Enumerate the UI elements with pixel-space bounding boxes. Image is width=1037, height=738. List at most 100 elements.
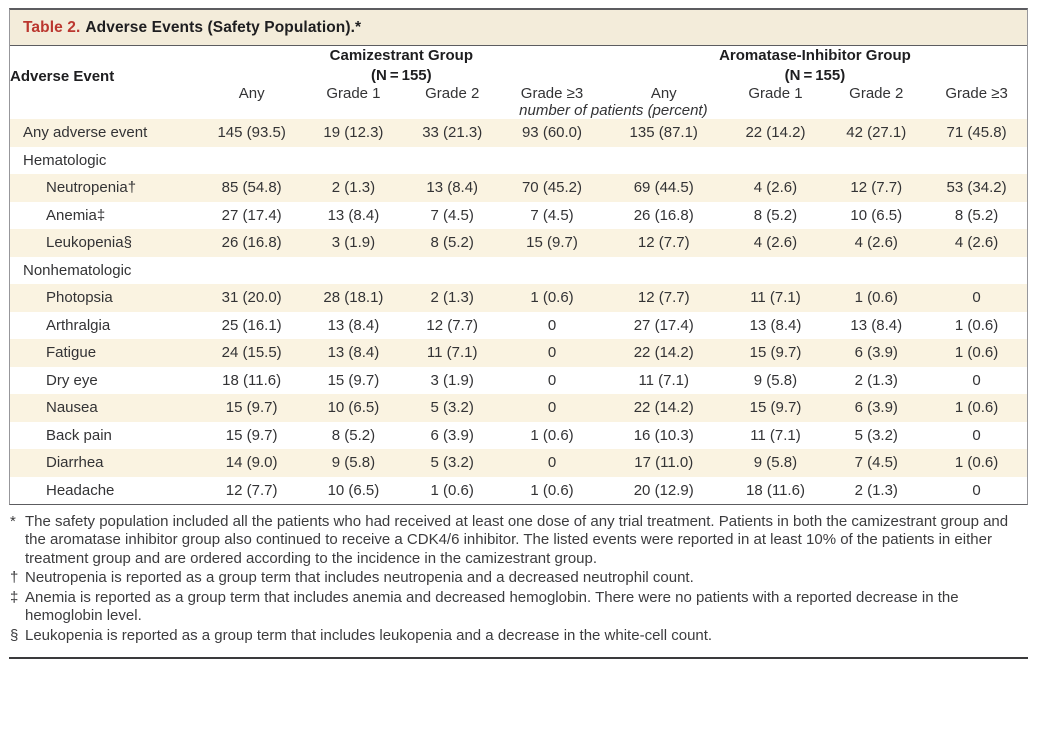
- table-cell: 15 (9.7): [749, 344, 802, 361]
- table-cell: 0: [547, 454, 557, 471]
- table-cell: 71 (45.8): [946, 124, 1007, 141]
- row-label: Anemia‡: [46, 206, 106, 224]
- table-cell: 8 (5.2): [331, 426, 376, 444]
- row-label: Hematologic: [23, 151, 107, 169]
- group-name: Aromatase-Inhibitor Group: [719, 47, 911, 64]
- table-cell: 4 (2.6): [954, 234, 999, 251]
- table-cell: 93 (60.0): [521, 124, 583, 141]
- column-header-adverse-event: Adverse Event: [10, 68, 115, 85]
- table-cell: 22 (14.2): [633, 344, 694, 361]
- table-cell: 18 (11.6): [222, 371, 282, 389]
- bottom-rule: [9, 657, 1028, 660]
- table-cell: 6 (3.9): [854, 344, 898, 361]
- table-cell: 0: [972, 289, 981, 306]
- table-cell: 7 (4.5): [854, 454, 898, 471]
- grade-column-header: Grade 2: [849, 85, 904, 102]
- table-cell: [603, 147, 725, 175]
- table-cell: 5 (3.2): [854, 426, 898, 444]
- table-cell: 1 (0.6): [954, 316, 999, 334]
- footnote-symbol: †: [10, 569, 19, 587]
- row-label: Neutropenia†: [46, 179, 137, 196]
- table-cell: 33 (21.3): [422, 124, 483, 141]
- empty-cell: [10, 85, 200, 102]
- table-title-bar: Table 2. Adverse Events (Safety Populatio…: [10, 10, 1027, 46]
- table-cell: 16 (10.3): [633, 426, 694, 444]
- row-label: Nausea: [46, 399, 98, 416]
- table-cell: 6 (3.9): [430, 426, 474, 444]
- table-cell: 3 (1.9): [430, 371, 474, 389]
- table-cell: 8 (5.2): [430, 234, 474, 251]
- table-row: Anemia‡ 27 (17.4) 13 (8.4) 7 (4.5) 7 (4.5) 26…: [10, 202, 1027, 230]
- footnote-symbol: ‡: [10, 588, 19, 606]
- table-cell: 1 (0.6): [854, 289, 898, 306]
- table-cell: 18 (11.6): [746, 481, 805, 499]
- table-cell: [826, 147, 926, 175]
- table-cell: 1 (0.6): [954, 344, 999, 361]
- grade-column-header: Any: [650, 85, 677, 102]
- grade-header-row: Any Grade 1 Grade 2 Grade ≥3 Any Grade 1 Grade…: [10, 85, 1027, 102]
- adverse-events-table: Adverse Event Camizestrant Group (N = 15…: [10, 46, 1027, 504]
- table-cell: [501, 147, 603, 175]
- table-cell: [926, 257, 1027, 285]
- units-row: number of patients (percent): [10, 102, 1027, 119]
- table-row: Arthralgia 25 (16.1) 13 (8.4) 12 (7.7) 0 27 (…: [10, 312, 1027, 340]
- table-cell: 15 (9.7): [327, 371, 380, 389]
- table-cell: 15 (9.7): [225, 426, 278, 444]
- table-cell: 20 (12.9): [633, 481, 694, 499]
- table-cell: 12 (7.7): [850, 179, 903, 196]
- table-cell: 13 (8.4): [327, 206, 380, 224]
- table-cell: 4 (2.6): [753, 179, 798, 196]
- table-cell: 53 (34.2): [946, 179, 1007, 196]
- grade-column-header: Grade ≥3: [945, 85, 1008, 102]
- table-cell: [200, 147, 304, 175]
- table-cell: 0: [547, 399, 557, 416]
- grade-column-header: Any: [238, 85, 265, 102]
- table-cell: 27 (17.4): [221, 206, 282, 224]
- group-header-camizestrant: Camizestrant Group (N = 155): [200, 46, 603, 85]
- table-cell: 14 (9.0): [225, 454, 278, 471]
- table-cell: 2 (1.3): [430, 289, 474, 306]
- row-label: Fatigue: [46, 344, 97, 361]
- table-cell: 9 (5.8): [331, 454, 376, 471]
- table-title-text: Adverse Events (Safety Population).*: [85, 19, 362, 36]
- table-cell: [200, 257, 304, 285]
- table-cell: 4 (2.6): [854, 234, 898, 251]
- table-cell: 0: [972, 371, 981, 389]
- footnote-text: The safety population included all the p…: [25, 513, 1009, 567]
- table-cell: 5 (3.2): [430, 454, 474, 471]
- table-cell: 11 (7.1): [750, 289, 801, 306]
- table-cell: 9 (5.8): [753, 371, 798, 389]
- table-cell: [926, 147, 1027, 175]
- table-cell: 31 (20.0): [221, 289, 282, 306]
- table-cell: 0: [972, 481, 981, 499]
- table-cell: 2 (1.3): [331, 179, 376, 196]
- table-cell: 2 (1.3): [854, 371, 898, 389]
- table-row: Back pain 15 (9.7) 8 (5.2) 6 (3.9) 1 (0.6) 16…: [10, 422, 1027, 450]
- table-cell: 135 (87.1): [629, 124, 698, 141]
- row-label: Nonhematologic: [23, 261, 132, 279]
- group-name: Camizestrant Group: [329, 47, 473, 64]
- footnote: § Leukopenia is reported as a group term …: [10, 627, 1026, 645]
- row-label: Diarrhea: [46, 454, 104, 471]
- section-row: Nonhematologic: [10, 257, 1027, 285]
- table-cell: 1 (0.6): [530, 426, 574, 444]
- table-row: Dry eye 18 (11.6) 15 (9.7) 3 (1.9) 0 11 (7.1)…: [10, 367, 1027, 395]
- table-cell: 12 (7.7): [637, 234, 690, 251]
- table-cell: 12 (7.7): [225, 481, 278, 499]
- table-cell: [403, 257, 501, 285]
- table-cell: 0: [547, 344, 557, 361]
- table-cell: 4 (2.6): [753, 234, 798, 251]
- grade-column-header: Grade 1: [326, 85, 381, 102]
- grade-column-header: Grade 1: [748, 85, 803, 102]
- footnote: * The safety population included all the …: [10, 513, 1026, 568]
- group-header-aromatase-inhibitor: Aromatase-Inhibitor Group (N = 155): [603, 46, 1027, 85]
- table-cell: 0: [547, 371, 557, 389]
- section-row: Hematologic: [10, 147, 1027, 175]
- table-cell: 70 (45.2): [521, 179, 583, 196]
- table-cell: 13 (8.4): [327, 344, 380, 361]
- footnotes: * The safety population included all the …: [9, 505, 1028, 656]
- table-header: Adverse Event Camizestrant Group (N = 15…: [10, 46, 1027, 119]
- table-cell: 22 (14.2): [633, 399, 694, 416]
- table-cell: 12 (7.7): [426, 316, 479, 334]
- table-cell: 5 (3.2): [430, 399, 474, 416]
